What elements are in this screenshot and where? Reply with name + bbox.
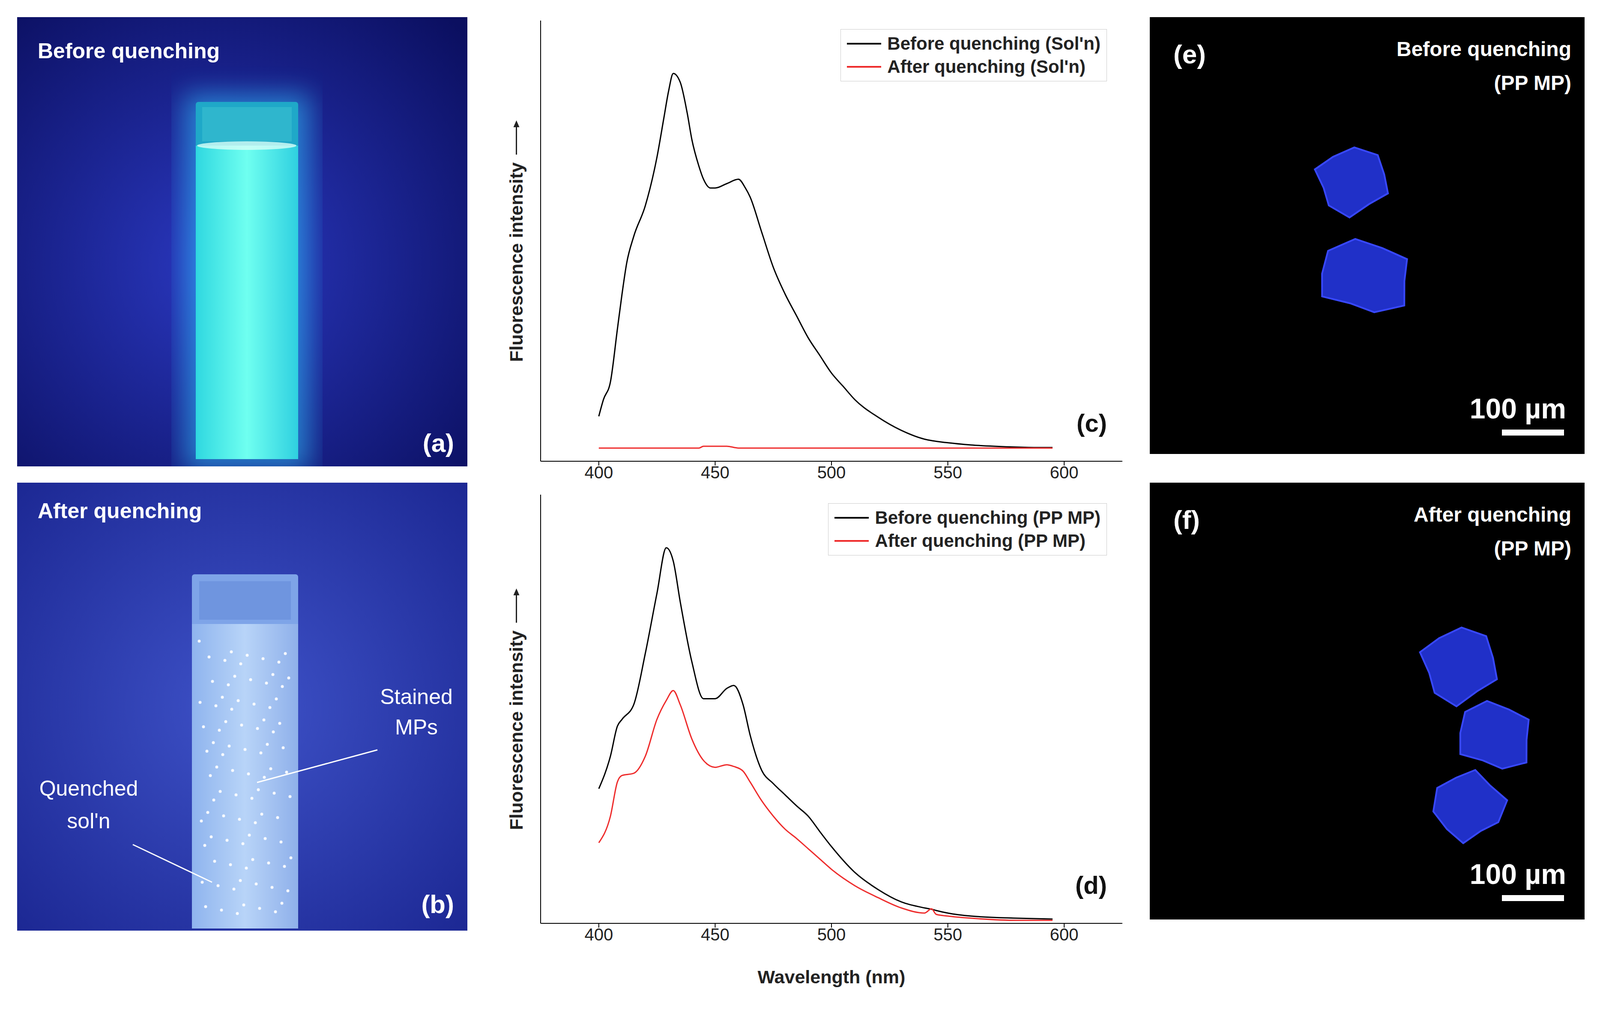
svg-text:(PP MP): (PP MP)	[1494, 71, 1572, 95]
svg-text:600: 600	[1049, 463, 1079, 482]
svg-text:sol'n: sol'n	[66, 809, 111, 834]
svg-text:600: 600	[1049, 925, 1079, 945]
svg-text:500: 500	[817, 463, 847, 482]
svg-text:After quenching: After quenching	[1413, 503, 1572, 527]
html-text:Before quenching (PP MP): Before quenching (PP MP)	[874, 507, 1101, 528]
html-text:After quenching (PP MP): After quenching (PP MP)	[874, 530, 1086, 551]
svg-text:MPs: MPs	[394, 715, 438, 740]
svg-text:Quenched: Quenched	[39, 776, 139, 801]
svg-text:400: 400	[584, 463, 614, 482]
svg-text:Wavelength (nm): Wavelength (nm)	[757, 966, 906, 988]
svg-text:450: 450	[700, 925, 730, 945]
svg-text:400: 400	[584, 925, 614, 945]
svg-text:Stained: Stained	[379, 684, 453, 709]
svg-text:(a): (a)	[422, 428, 455, 458]
html-text:(d): (d)	[1075, 871, 1107, 900]
html-text:(c): (c)	[1076, 409, 1107, 437]
svg-text:100 µm: 100 µm	[1469, 858, 1567, 891]
html-text:After quenching (Sol'n): After quenching (Sol'n)	[887, 56, 1086, 77]
svg-text:Before quenching: Before quenching	[1396, 37, 1572, 61]
svg-text:450: 450	[700, 463, 730, 482]
svg-text:100 µm: 100 µm	[1469, 392, 1567, 425]
html-text:Fluorescence intensity: Fluorescence intensity	[505, 162, 527, 362]
svg-text:(e): (e)	[1173, 39, 1206, 69]
svg-text:500: 500	[817, 925, 847, 945]
svg-text:550: 550	[933, 463, 963, 482]
svg-text:550: 550	[933, 925, 963, 945]
svg-text:Before quenching: Before quenching	[37, 38, 220, 63]
svg-text:(PP MP): (PP MP)	[1494, 537, 1572, 560]
svg-text:After quenching: After quenching	[37, 499, 202, 524]
svg-text:(f): (f)	[1173, 505, 1200, 535]
svg-text:(b): (b)	[421, 890, 455, 919]
html-text:Before quenching (Sol'n): Before quenching (Sol'n)	[887, 33, 1101, 54]
html-text:Fluorescence intensity: Fluorescence intensity	[505, 630, 527, 830]
